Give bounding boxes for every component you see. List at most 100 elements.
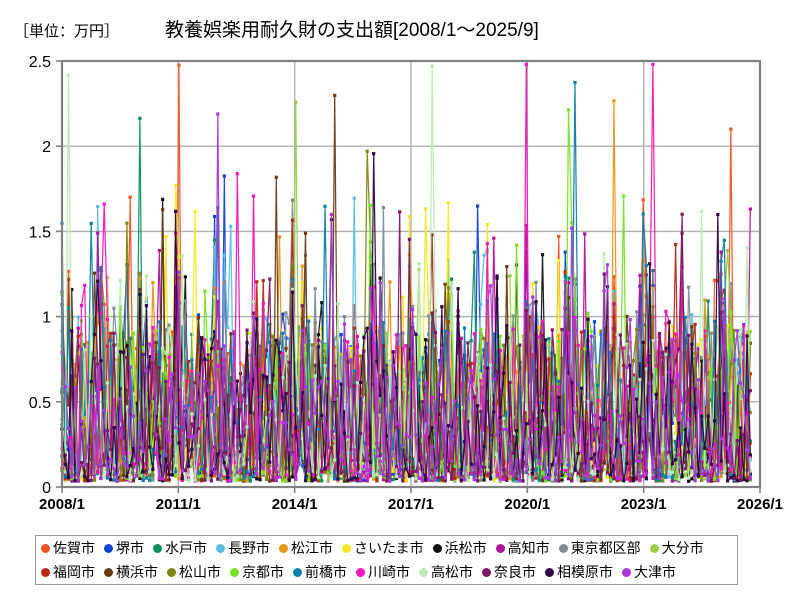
legend-item[interactable]: 浜松市 bbox=[432, 541, 487, 555]
legend-marker-icon bbox=[622, 567, 631, 577]
series-marker bbox=[687, 387, 691, 391]
series-marker bbox=[514, 477, 519, 481]
legend-item[interactable]: 東京都区部 bbox=[558, 541, 641, 555]
legend-item[interactable]: 長野市 bbox=[216, 541, 270, 555]
series-marker bbox=[411, 307, 415, 312]
series-marker bbox=[527, 380, 532, 384]
series-marker bbox=[547, 476, 551, 480]
series-marker bbox=[336, 397, 340, 401]
series-marker bbox=[222, 174, 226, 178]
legend-item[interactable]: 松江市 bbox=[279, 541, 333, 555]
series-marker bbox=[586, 477, 590, 482]
legend-item[interactable]: 川崎市 bbox=[356, 565, 410, 579]
series-marker bbox=[261, 466, 265, 470]
series-marker bbox=[388, 422, 392, 426]
series-marker bbox=[524, 411, 528, 415]
series-marker bbox=[472, 416, 476, 420]
series-marker bbox=[128, 336, 132, 340]
series-group bbox=[60, 62, 752, 483]
series-marker bbox=[641, 474, 645, 478]
series-marker bbox=[674, 432, 678, 436]
series-marker bbox=[589, 334, 593, 338]
series-marker bbox=[482, 413, 486, 418]
series-marker bbox=[261, 354, 265, 358]
series-marker bbox=[287, 478, 291, 482]
series-marker bbox=[589, 477, 593, 482]
series-marker bbox=[216, 477, 220, 481]
legend-item[interactable]: 松山市 bbox=[167, 565, 221, 579]
series-marker bbox=[102, 302, 106, 306]
series-marker bbox=[138, 421, 142, 425]
series-marker bbox=[641, 198, 645, 202]
series-marker bbox=[547, 336, 551, 341]
series-marker bbox=[109, 477, 113, 482]
legend-item[interactable]: 横浜市 bbox=[104, 565, 158, 579]
series-marker bbox=[245, 328, 249, 332]
series-marker bbox=[563, 275, 567, 279]
series-marker bbox=[177, 441, 181, 445]
series-marker bbox=[394, 422, 399, 426]
series-marker bbox=[404, 478, 408, 482]
series-marker bbox=[628, 446, 632, 450]
series-marker bbox=[209, 359, 213, 363]
series-marker bbox=[690, 450, 694, 455]
series-marker bbox=[690, 313, 694, 317]
series-marker bbox=[553, 408, 558, 412]
series-marker bbox=[138, 116, 142, 120]
series-marker bbox=[690, 426, 694, 430]
legend-item[interactable]: 前橋市 bbox=[293, 565, 347, 579]
series-marker bbox=[430, 477, 434, 481]
series-marker bbox=[316, 345, 321, 349]
legend-item[interactable]: 水戸市 bbox=[153, 541, 207, 555]
series-marker bbox=[508, 472, 512, 476]
legend-item[interactable]: 高知市 bbox=[495, 541, 550, 555]
series-marker bbox=[674, 458, 678, 462]
legend-item[interactable]: 堺市 bbox=[104, 541, 144, 555]
series-marker bbox=[135, 474, 139, 478]
series-marker bbox=[602, 417, 606, 422]
series-marker bbox=[359, 473, 363, 477]
legend-item[interactable]: 大津市 bbox=[622, 565, 676, 579]
series-marker bbox=[703, 446, 707, 450]
legend-item[interactable]: 相模原市 bbox=[545, 565, 613, 579]
series-marker bbox=[174, 331, 178, 335]
legend-item[interactable]: 福岡市 bbox=[41, 565, 95, 579]
series-marker bbox=[540, 419, 545, 424]
series-marker bbox=[417, 378, 421, 382]
series-marker bbox=[362, 333, 366, 337]
series-marker bbox=[170, 346, 174, 350]
series-marker bbox=[524, 422, 528, 426]
legend-item[interactable]: 京都市 bbox=[230, 565, 284, 579]
series-marker bbox=[615, 476, 619, 480]
legend-item[interactable]: さいたま市 bbox=[342, 541, 424, 555]
series-marker bbox=[118, 438, 123, 442]
legend-item[interactable]: 奈良市 bbox=[482, 565, 536, 579]
legend-item[interactable]: 高松市 bbox=[419, 565, 473, 579]
series-marker bbox=[524, 223, 528, 228]
series-marker bbox=[303, 352, 308, 356]
legend-item[interactable]: 佐賀市 bbox=[41, 541, 95, 555]
series-marker bbox=[537, 426, 541, 430]
series-marker bbox=[118, 387, 123, 391]
series-marker bbox=[352, 384, 356, 388]
series-marker bbox=[398, 429, 402, 433]
series-marker bbox=[605, 475, 610, 480]
series-marker bbox=[290, 453, 295, 457]
series-marker bbox=[362, 349, 366, 353]
series-marker bbox=[719, 467, 723, 471]
series-marker bbox=[401, 444, 405, 448]
series-marker bbox=[583, 395, 587, 399]
series-marker bbox=[135, 417, 139, 421]
series-marker bbox=[661, 352, 665, 356]
series-marker bbox=[709, 366, 713, 370]
series-marker bbox=[372, 402, 376, 406]
series-marker bbox=[485, 241, 489, 246]
series-marker bbox=[222, 472, 226, 476]
series-marker bbox=[514, 243, 519, 247]
series-marker bbox=[462, 478, 467, 482]
series-marker bbox=[738, 370, 743, 374]
legend-item[interactable]: 大分市 bbox=[649, 541, 704, 555]
series-marker bbox=[745, 435, 749, 439]
series-marker bbox=[670, 421, 674, 425]
